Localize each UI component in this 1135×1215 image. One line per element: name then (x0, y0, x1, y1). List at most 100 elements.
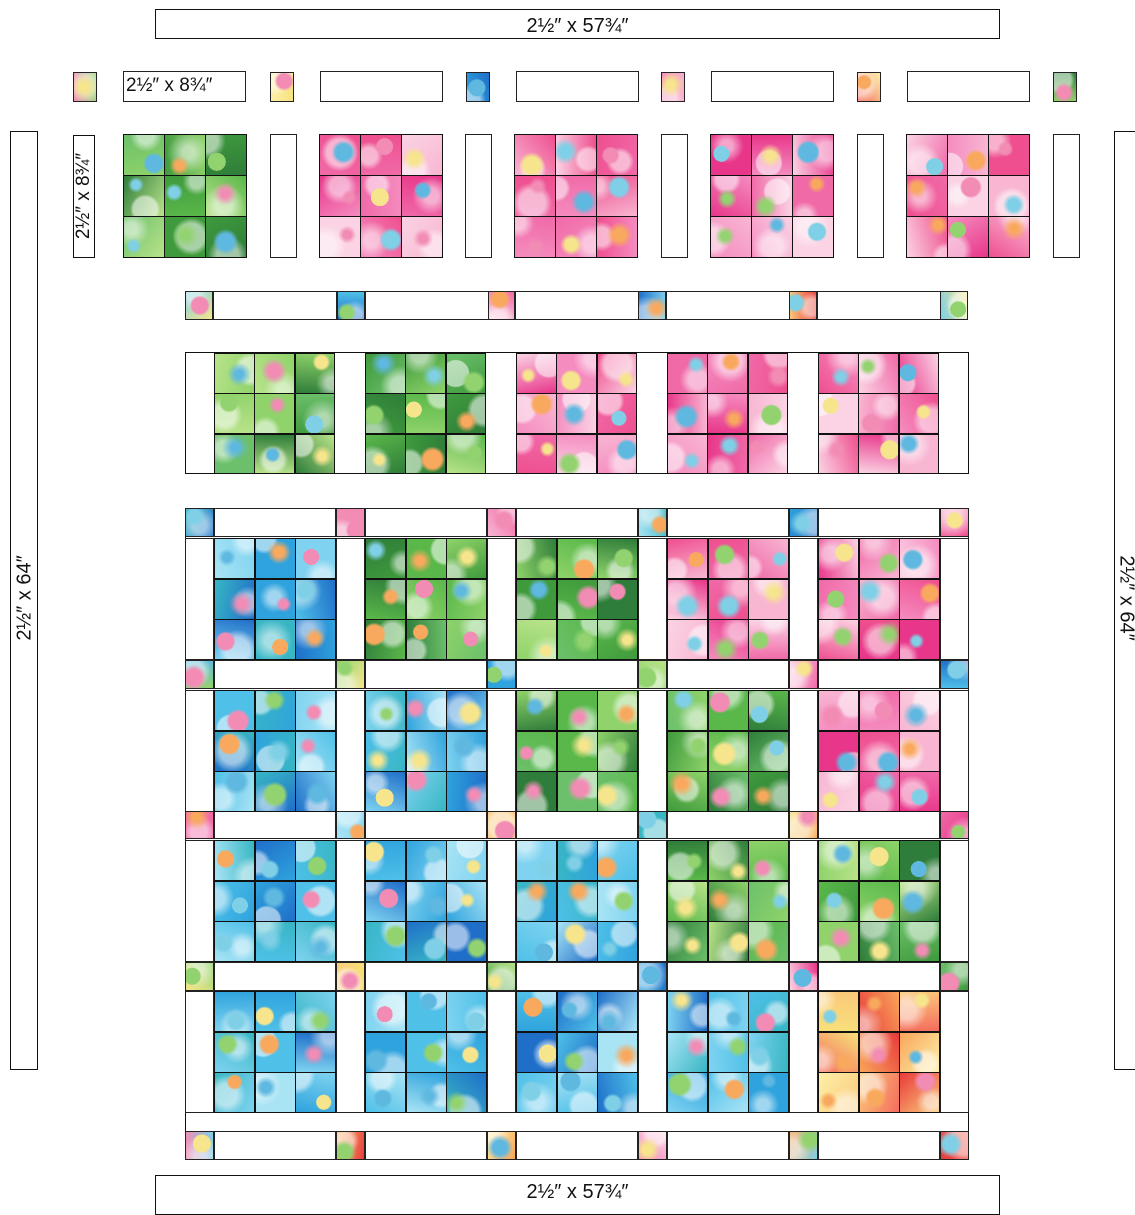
fabric-square (818, 619, 859, 660)
fabric-square (748, 840, 789, 881)
fabric-square (360, 216, 402, 258)
fabric-square (446, 921, 487, 962)
cornerstone-square (638, 810, 667, 839)
right-border-label: 2½″ x 64″ (1115, 555, 1135, 640)
sashing-strip (789, 538, 818, 660)
fabric-square (406, 991, 447, 1032)
sashing-strip (667, 810, 789, 839)
fabric-square (859, 731, 900, 772)
sashing-strip (365, 660, 487, 689)
sashing-strip (1053, 134, 1080, 258)
fabric-square (295, 393, 336, 434)
fabric-square (818, 690, 859, 731)
fabric-square (255, 1072, 296, 1113)
fabric-square (859, 690, 900, 731)
fabric-square (556, 353, 597, 394)
fabric-square (899, 731, 940, 772)
fabric-square (748, 881, 789, 922)
fabric-square (597, 881, 638, 922)
fabric-square (214, 434, 255, 475)
fabric-square (707, 434, 748, 475)
nine-patch-block (667, 538, 789, 660)
cornerstone-square (940, 1131, 969, 1160)
cornerstone-square (185, 508, 214, 537)
cornerstone-square (336, 810, 365, 839)
cornerstone-square (661, 72, 685, 102)
fabric-square (708, 538, 749, 579)
nine-patch-block (516, 538, 638, 660)
fabric-square (792, 216, 834, 258)
cornerstone-square (789, 962, 818, 991)
fabric-square (859, 1072, 900, 1113)
fabric-square (255, 1032, 296, 1073)
cornerstone-square (789, 291, 817, 320)
fabric-square (446, 434, 487, 475)
fabric-square (295, 579, 336, 620)
fabric-square (295, 1032, 336, 1073)
fabric-square (748, 921, 789, 962)
sashing-strip (336, 840, 365, 962)
fabric-square (899, 434, 940, 475)
cornerstone-square (940, 508, 969, 537)
sashing-strip (818, 660, 940, 689)
fabric-square (360, 175, 402, 217)
fabric-square (597, 731, 638, 772)
fabric-square (255, 881, 296, 922)
fabric-square (446, 690, 487, 731)
fabric-square (899, 353, 940, 394)
fabric-square (597, 1072, 638, 1113)
sashing-strip (818, 962, 940, 991)
fabric-square (446, 771, 487, 812)
fabric-square (988, 175, 1030, 217)
fabric-square (516, 353, 557, 394)
fabric-square (597, 991, 638, 1032)
fabric-square (516, 538, 557, 579)
top-border-label: 2½″ x 57¾″ (156, 15, 999, 38)
fabric-square (214, 921, 255, 962)
fabric-square (516, 393, 557, 434)
fabric-square (708, 881, 749, 922)
fabric-square (667, 771, 708, 812)
fabric-square (214, 538, 255, 579)
fabric-square (947, 216, 989, 258)
nine-patch-block (514, 134, 637, 257)
fabric-square (406, 731, 447, 772)
fabric-square (555, 134, 597, 176)
sashing-strip (666, 291, 790, 320)
fabric-square (947, 134, 989, 176)
nine-patch-block (516, 991, 638, 1113)
fabric-square (597, 538, 638, 579)
fabric-square (446, 731, 487, 772)
cornerstone-square (466, 72, 490, 102)
fabric-square (319, 216, 361, 258)
cornerstone-square (940, 962, 969, 991)
fabric-square (123, 134, 165, 176)
nine-patch-block (710, 134, 833, 257)
fabric-square (446, 353, 487, 394)
nine-patch-block (214, 991, 336, 1113)
fabric-square (818, 1032, 859, 1073)
bottom-border-strip: 2½″ x 57¾″ (155, 1175, 1000, 1215)
fabric-square (446, 1032, 487, 1073)
fabric-square (708, 619, 749, 660)
fabric-square (214, 353, 255, 394)
fabric-square (365, 619, 406, 660)
fabric-square (818, 881, 859, 922)
sashing-strip (185, 840, 214, 962)
fabric-square (597, 393, 638, 434)
cornerstone-square (185, 291, 213, 320)
fabric-square (319, 175, 361, 217)
fabric-square (214, 731, 255, 772)
nine-patch-block (214, 538, 336, 660)
sashing-strip (270, 134, 297, 258)
sashing-strip (667, 508, 789, 537)
fabric-square (214, 1032, 255, 1073)
fabric-square (859, 771, 900, 812)
cornerstone-square (789, 508, 818, 537)
fabric-square (556, 434, 597, 475)
fabric-square (516, 1032, 557, 1073)
nine-patch-block (818, 690, 940, 812)
sashing-strip (336, 538, 365, 660)
nine-patch-block (365, 538, 487, 660)
fabric-square (406, 579, 447, 620)
